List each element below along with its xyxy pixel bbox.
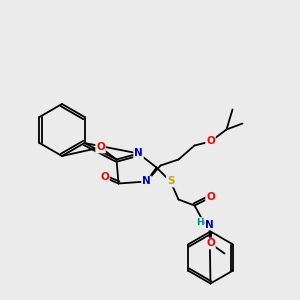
Text: O: O xyxy=(96,142,105,152)
Text: S: S xyxy=(167,176,174,187)
Text: O: O xyxy=(100,172,109,182)
Text: N: N xyxy=(134,148,143,158)
Text: O: O xyxy=(206,193,215,202)
Text: O: O xyxy=(206,238,215,248)
Text: O: O xyxy=(206,136,215,146)
Text: H: H xyxy=(196,218,203,227)
Text: N: N xyxy=(205,220,214,230)
Text: N: N xyxy=(142,176,151,187)
